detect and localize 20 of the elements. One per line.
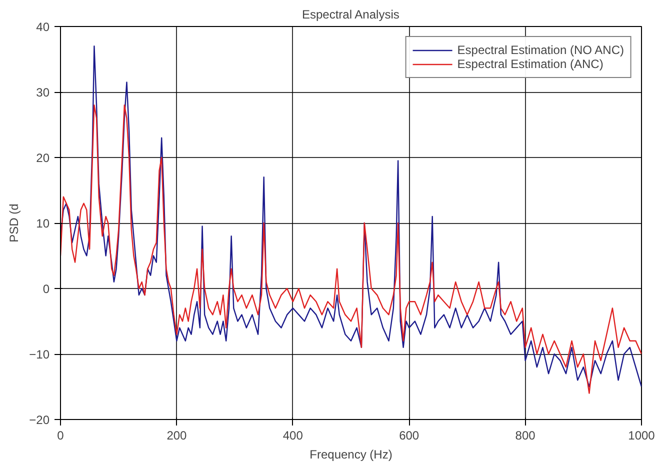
y-tick-label: 10 [36,216,50,230]
x-axis-title: Frequency (Hz) [310,448,392,462]
y-tick-label: −10 [29,348,50,362]
y-tick-label: 20 [36,151,50,165]
x-tick-label: 400 [282,428,304,442]
y-axis-title: PSD (d [7,204,22,242]
line-series [60,46,642,388]
y-tick-label: −20 [29,413,50,427]
legend-label: Espectral Estimation (ANC) [457,57,604,71]
x-tick-label: 1000 [628,428,656,442]
line-series [60,104,642,394]
legend-label: Espectral Estimation (NO ANC) [457,43,624,57]
x-tick-label: 0 [57,428,64,442]
x-tick-label: 600 [399,428,420,442]
x-tick-label: 800 [515,428,536,442]
y-tick-label: 40 [36,20,50,34]
y-tick-label: 0 [42,282,50,296]
y-tick-label: 30 [36,86,50,100]
x-tick-label: 200 [166,428,188,442]
chart-title: Espectral Analysis [302,8,400,22]
